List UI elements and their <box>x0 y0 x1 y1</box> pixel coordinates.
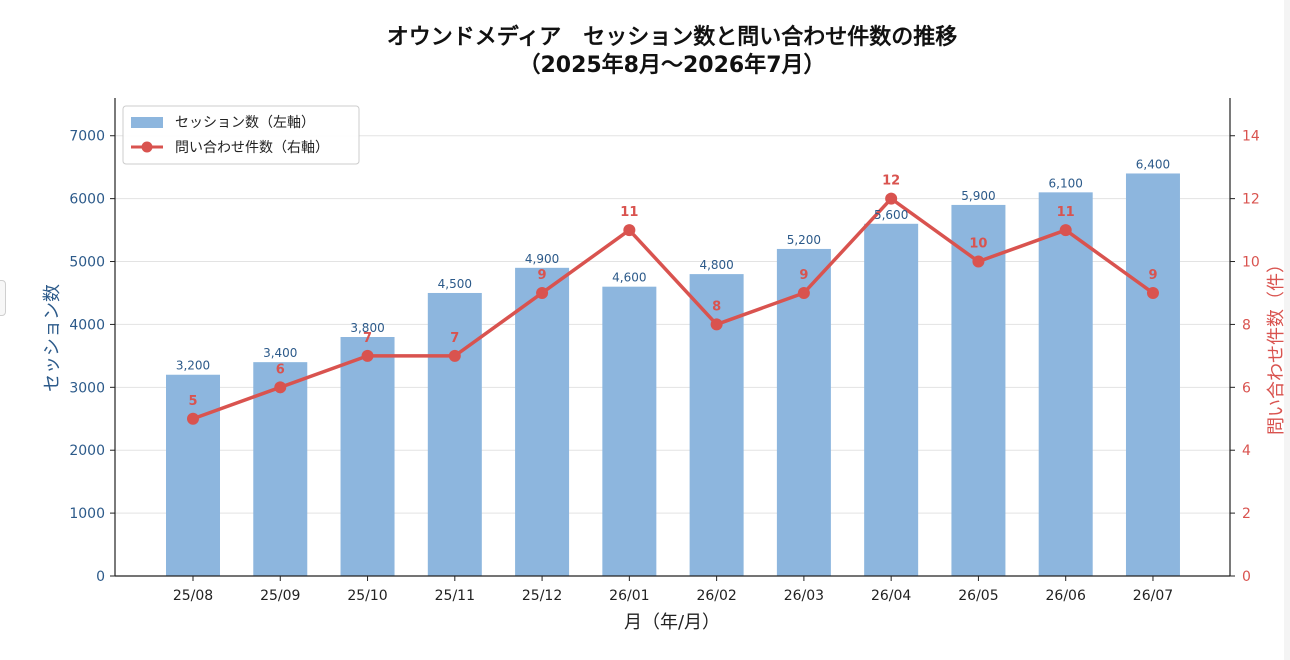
line-value-label: 9 <box>1148 268 1157 283</box>
bar-value-label: 4,500 <box>438 277 472 291</box>
line-value-label: 7 <box>450 331 459 346</box>
data-labels: 3,200 3,400 3,800 4,500 4,900 4,600 4,800 5,200… <box>176 157 1170 408</box>
bar-value-label: 4,800 <box>699 258 733 272</box>
bar-value-label: 6,100 <box>1049 176 1083 190</box>
inquiry-line <box>192 196 1154 421</box>
right-tick-label: 4 <box>1242 443 1251 459</box>
bar-value-label: 4,900 <box>525 252 559 266</box>
line-value-label: 9 <box>538 268 547 283</box>
left-tick-label: 3000 <box>69 380 105 396</box>
bar-26/06 <box>1038 192 1093 576</box>
y-axis-label-right: 問い合わせ件数（件） <box>1266 255 1287 435</box>
x-tick-label: 26/04 <box>871 588 911 604</box>
legend-line-marker <box>141 141 153 153</box>
legend-bar-label: セッション数（左軸） <box>175 115 315 131</box>
window-edge <box>1284 0 1290 660</box>
bar-value-label: 4,600 <box>612 271 646 285</box>
line-value-label: 11 <box>1057 205 1075 220</box>
bar-value-label: 3,800 <box>350 321 384 335</box>
left-tick-label: 7000 <box>69 129 105 145</box>
inquiry-point-25/12 <box>536 286 549 299</box>
bar-25/11 <box>427 292 482 576</box>
legend: セッション数（左軸） 問い合わせ件数（右軸） <box>122 105 360 165</box>
x-tick-label: 25/12 <box>522 588 562 604</box>
right-tick-label: 0 <box>1242 569 1251 585</box>
right-tick-label: 6 <box>1242 380 1251 396</box>
inquiry-point-26/07 <box>1146 286 1159 299</box>
x-tick-label: 26/02 <box>696 588 736 604</box>
inquiry-point-25/09 <box>274 381 287 394</box>
line-value-label: 11 <box>620 205 638 220</box>
legend-bar-swatch <box>131 117 163 128</box>
left-tick-label: 0 <box>96 569 105 585</box>
bar-25/08 <box>166 374 220 576</box>
right-tick-label: 12 <box>1242 192 1260 208</box>
line-value-label: 10 <box>969 237 987 252</box>
inquiry-point-25/10 <box>361 349 374 362</box>
left-tick-label: 2000 <box>69 443 105 459</box>
line-value-label: 7 <box>363 331 372 346</box>
bar-value-label: 3,200 <box>176 359 210 373</box>
right-tick-label: 10 <box>1242 255 1260 271</box>
bar-series <box>166 173 1180 576</box>
bar-26/03 <box>776 248 831 576</box>
right-tick-label: 2 <box>1242 506 1251 522</box>
x-tick-label: 26/01 <box>609 588 649 604</box>
x-tick-label: 25/09 <box>260 588 300 604</box>
x-tick-label: 26/07 <box>1133 588 1173 604</box>
inquiry-point-26/05 <box>972 255 985 268</box>
bar-value-label: 5,600 <box>874 208 908 222</box>
inquiry-point-25/08 <box>187 412 199 425</box>
x-tick-label: 25/08 <box>173 588 213 604</box>
right-tick-label: 14 <box>1242 129 1260 145</box>
bar-value-label: 5,900 <box>961 189 995 203</box>
line-value-label: 12 <box>882 174 900 189</box>
left-tick-label: 1000 <box>69 506 105 522</box>
x-tick-label: 25/11 <box>435 588 475 604</box>
left-tick-label: 6000 <box>69 192 105 208</box>
bar-value-label: 3,400 <box>263 346 297 360</box>
axes: 0 1000 2000 3000 4000 5000 6000 7000 0 2 4 6 8 10 12 14… <box>69 98 1260 604</box>
x-tick-label: 26/06 <box>1046 588 1086 604</box>
inquiry-point-26/06 <box>1059 224 1072 237</box>
bar-25/12 <box>515 267 570 576</box>
right-tick-label: 8 <box>1242 317 1251 333</box>
line-value-label: 9 <box>799 268 808 283</box>
bar-25/10 <box>340 337 395 576</box>
inquiry-point-26/02 <box>710 318 723 331</box>
chart-title-line2: （2025年8月〜2026年7月） <box>518 52 825 78</box>
y-axis-label-left: セッション数 <box>42 284 63 392</box>
line-series <box>187 192 1159 425</box>
line-value-label: 5 <box>188 394 197 409</box>
bar-26/07 <box>1125 173 1180 576</box>
bar-26/01 <box>602 286 657 576</box>
bar-26/04 <box>864 223 919 576</box>
bar-value-label: 5,200 <box>787 233 821 247</box>
side-panel-tab[interactable] <box>0 280 6 316</box>
x-axis-label: 月（年/月） <box>624 612 720 633</box>
bar-value-label: 6,400 <box>1136 157 1170 171</box>
x-tick-label: 25/10 <box>347 588 387 604</box>
left-tick-label: 4000 <box>69 317 105 333</box>
inquiry-point-26/03 <box>797 286 810 299</box>
line-value-label: 6 <box>276 362 285 377</box>
inquiry-point-26/01 <box>623 224 636 237</box>
chart-title-line1: オウンドメディア セッション数と問い合わせ件数の推移 <box>387 24 957 50</box>
line-value-label: 8 <box>712 299 721 314</box>
inquiry-point-26/04 <box>885 192 898 205</box>
legend-line-label: 問い合わせ件数（右軸） <box>175 140 329 156</box>
x-tick-label: 26/05 <box>958 588 998 604</box>
inquiry-point-25/11 <box>448 349 461 362</box>
left-tick-label: 5000 <box>69 255 105 271</box>
x-tick-label: 26/03 <box>784 588 824 604</box>
legend-box <box>122 105 360 165</box>
bar-25/09 <box>253 362 308 576</box>
